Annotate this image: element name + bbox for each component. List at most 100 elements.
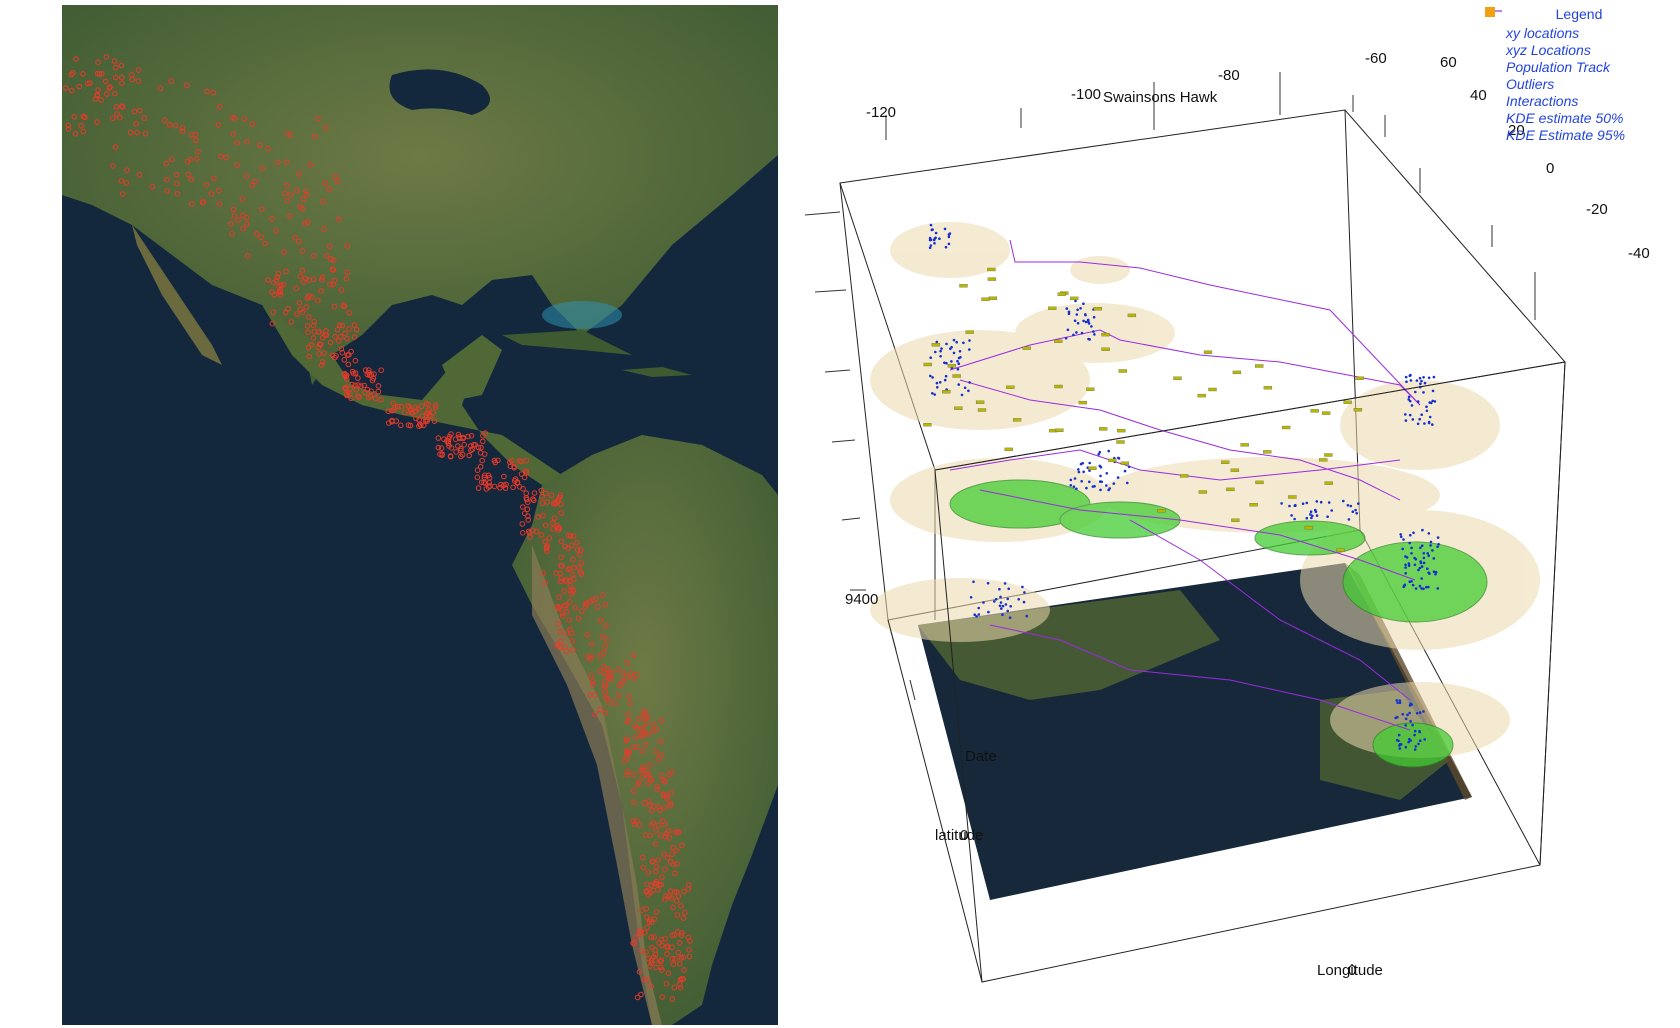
xyz-location-point — [1069, 478, 1073, 482]
xy-location-point — [346, 352, 352, 358]
xy-location-point — [539, 493, 545, 500]
xy-location-point — [131, 108, 138, 115]
outlier-marker — [1324, 481, 1333, 485]
xyz-location-point — [944, 374, 948, 378]
xy-location-point — [572, 604, 579, 611]
xyz-location-point — [1425, 405, 1428, 409]
xy-location-point — [649, 919, 655, 926]
xyz-location-point — [1427, 376, 1431, 380]
xy-location-point — [299, 248, 306, 254]
xy-location-point — [660, 777, 666, 784]
xy-location-point — [320, 198, 327, 205]
xyz-location-point — [963, 386, 967, 390]
outlier-marker — [959, 284, 968, 288]
xy-location-point — [216, 201, 223, 207]
xyz-location-point — [952, 338, 956, 342]
date-axis-label: Date — [965, 748, 997, 765]
xy-location-point — [112, 90, 118, 97]
xyz-location-point — [1407, 564, 1411, 567]
xyz-location-point — [968, 381, 971, 384]
xy-location-point — [557, 578, 564, 585]
latitude-zero-tick: 0 — [960, 827, 969, 844]
xy-location-point — [567, 533, 574, 539]
xy-location-point — [659, 874, 665, 880]
xy-location-point — [643, 720, 649, 727]
xy-location-point — [82, 114, 88, 121]
xyz-location-point — [956, 367, 960, 371]
xy-location-point — [405, 403, 411, 409]
xy-location-point — [650, 858, 656, 865]
xy-location-point — [239, 196, 246, 202]
xy-location-point — [661, 804, 668, 811]
xy-location-point — [478, 444, 484, 451]
xy-location-point — [633, 672, 640, 678]
population-track-line — [959, 379, 1401, 501]
xy-location-point — [625, 768, 631, 775]
xy-location-point — [654, 786, 661, 793]
xyz-location-point — [1290, 514, 1293, 517]
xy-location-point — [310, 276, 317, 283]
xy-location-point — [482, 430, 489, 437]
xyz-location-point — [936, 386, 939, 389]
xyz-location-point — [1315, 514, 1319, 517]
xy-location-point — [71, 114, 78, 120]
xyz-location-point — [1397, 733, 1401, 737]
xy-location-point — [185, 171, 191, 178]
xy-location-point — [680, 915, 687, 921]
great-lakes — [389, 69, 490, 115]
xy-location-point — [312, 133, 318, 140]
xy-location-point — [465, 433, 471, 440]
xy-location-point — [662, 866, 668, 873]
xy-location-point — [259, 206, 265, 213]
xy-location-point — [671, 889, 678, 896]
xyz-location-point — [1088, 469, 1091, 472]
xy-location-point — [164, 176, 170, 183]
xy-location-point — [630, 743, 636, 750]
xyz-location-point — [975, 615, 978, 618]
xy-location-point — [497, 485, 503, 491]
xyz-location-points — [928, 223, 1440, 751]
xyz-location-point — [945, 361, 948, 365]
xy-location-point — [432, 402, 439, 408]
xy-location-point — [685, 886, 692, 892]
xyz-location-point — [1399, 535, 1403, 539]
z-tick: 9400 — [845, 591, 879, 608]
xy-location-point — [510, 484, 516, 491]
xy-location-point — [353, 386, 360, 393]
xy-location-point — [675, 949, 682, 956]
xy-location-point — [439, 452, 445, 458]
xy-location-point — [174, 191, 181, 197]
xyz-location-point — [1404, 566, 1407, 569]
xy-location-point — [142, 130, 149, 137]
xy-location-point — [327, 281, 333, 288]
xy-location-point — [662, 833, 669, 840]
xyz-location-point — [1305, 501, 1309, 505]
population-track-line — [1129, 519, 1411, 701]
xy-location-point — [659, 994, 666, 1000]
xy-location-point — [525, 513, 531, 520]
xy-location-point — [668, 790, 674, 796]
xy-location-point — [644, 714, 651, 721]
xy-location-point — [216, 103, 223, 110]
xy-location-point — [234, 162, 240, 168]
xy-location-point — [293, 285, 299, 292]
xy-location-point — [344, 269, 351, 276]
outlier-marker — [1048, 306, 1057, 310]
xyz-location-point — [1080, 480, 1083, 483]
xy-location-point — [661, 792, 667, 799]
xy-location-point — [303, 188, 309, 195]
outlier-marker — [1006, 385, 1015, 389]
xyz-location-point — [1398, 701, 1402, 704]
xyz-location-point — [968, 348, 971, 351]
xyz-location-point — [945, 342, 948, 346]
xy-location-point — [318, 362, 325, 368]
xy-location-point — [297, 273, 304, 280]
xyz-location-point — [944, 245, 948, 249]
xyz-location-point — [1413, 748, 1417, 751]
xyz-location-point — [1064, 337, 1068, 340]
xyz-location-point — [928, 238, 932, 242]
outlier-marker — [1343, 400, 1352, 404]
xy-location-point — [475, 444, 482, 451]
xy-location-point — [127, 129, 134, 136]
xyz-location-point — [1423, 738, 1426, 741]
